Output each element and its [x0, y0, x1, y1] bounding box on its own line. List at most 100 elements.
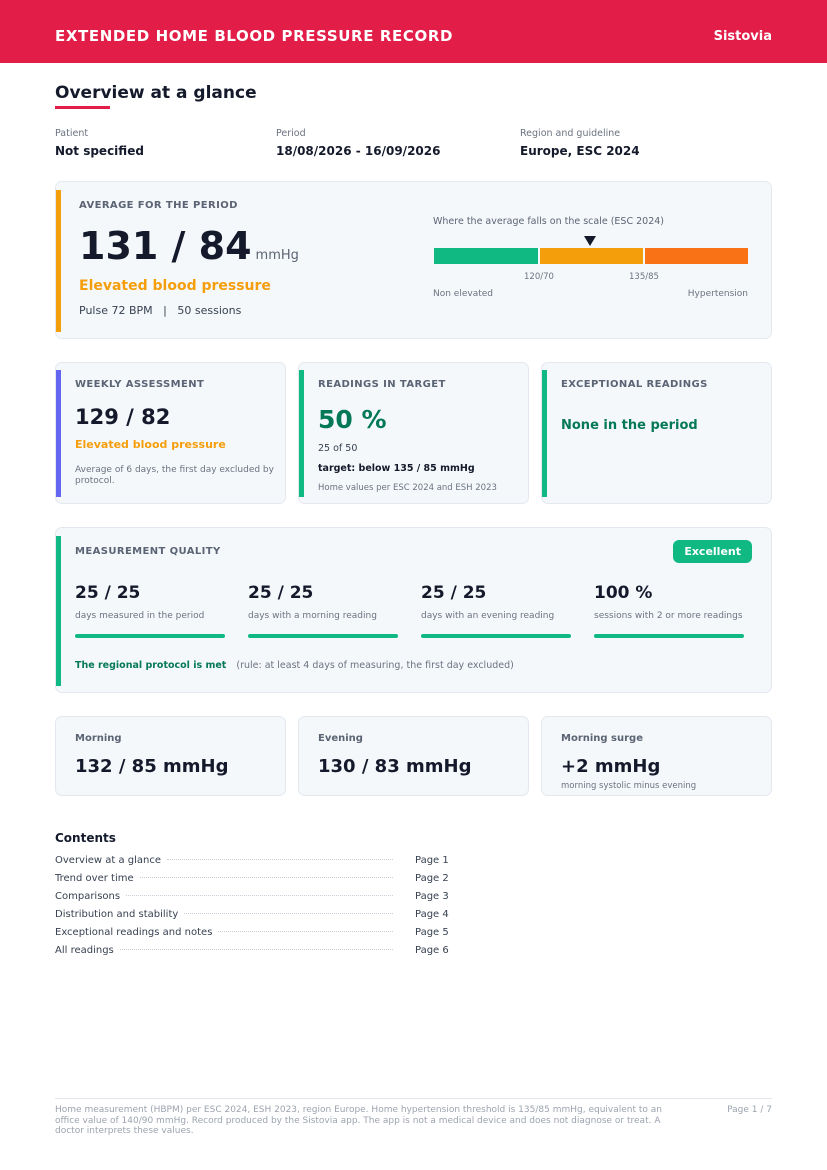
quality-metric-sessions: 100 % sessions with 2 or more readings [594, 583, 744, 621]
contents-item-label: Comparisons [55, 891, 121, 902]
quality-accent [56, 536, 61, 686]
meta-region: Region and guideline Europe, ESC 2024 [520, 128, 640, 158]
section-underline [55, 106, 110, 109]
protocol-ok: The regional protocol is met [75, 660, 227, 671]
target-caption: READINGS IN TARGET [318, 379, 446, 390]
weekly-note: Average of 6 days, the first day exclude… [75, 465, 274, 486]
metric-progress-bar [75, 634, 225, 638]
morning-value: 132 / 85 mmHg [75, 756, 229, 777]
metric-progress-bar [248, 634, 398, 638]
footer-disclaimer: Home measurement (HBPM) per ESC 2024, ES… [55, 1105, 662, 1136]
contents-item-page: Page 1 [415, 855, 449, 866]
average-unit: mmHg [255, 248, 299, 263]
quality-card: MEASUREMENT QUALITY Excellent 25 / 25 da… [55, 527, 772, 693]
target-note: Home values per ESC 2024 and ESH 2023 [318, 483, 497, 493]
weekly-caption: WEEKLY ASSESSMENT [75, 379, 205, 390]
patient-value: Not specified [55, 144, 144, 158]
metric-label: sessions with 2 or more readings [594, 611, 743, 621]
footer-divider [55, 1098, 772, 1099]
contents-item-page: Page 2 [415, 873, 449, 884]
metric-label: days with a morning reading [248, 611, 377, 621]
contents-item-label: Overview at a glance [55, 855, 162, 866]
scale-label-left: Non elevated [433, 289, 493, 299]
quality-caption: MEASUREMENT QUALITY [75, 546, 221, 557]
brand-name: Sistovia [713, 29, 772, 44]
scale-label-right: Hypertension [687, 289, 748, 299]
report-header: EXTENDED HOME BLOOD PRESSURE RECORD Sist… [0, 0, 827, 63]
contents-item-page: Page 6 [415, 945, 449, 956]
meta-patient: Patient Not specified [55, 128, 144, 158]
scale-caption: Where the average falls on the scale (ES… [433, 216, 664, 227]
region-label: Region and guideline [520, 128, 621, 139]
weekly-status: Elevated blood pressure [75, 438, 226, 451]
contents-item[interactable]: Trend over time Page 2 [55, 873, 449, 891]
metric-value: 100 % [594, 583, 653, 603]
evening-card: Evening 130 / 83 mmHg [298, 716, 529, 796]
contents-title: Contents [55, 831, 116, 845]
region-value: Europe, ESC 2024 [520, 144, 640, 158]
target-accent [299, 370, 304, 497]
average-bp: 131 / 84 [79, 224, 252, 268]
exceptional-caption: EXCEPTIONAL READINGS [561, 379, 708, 390]
leader-dots [167, 859, 393, 860]
scale-segment-hypertension [645, 248, 748, 264]
leader-dots [119, 949, 393, 950]
evening-value: 130 / 83 mmHg [318, 756, 472, 777]
contents-item-label: Distribution and stability [55, 909, 179, 920]
metric-value: 25 / 25 [75, 583, 141, 603]
sessions-text: 50 sessions [177, 304, 242, 317]
scale-marker-icon [584, 236, 596, 246]
section-title: Overview at a glance [55, 83, 257, 103]
leader-dots [218, 931, 393, 932]
scale-segment-elevated [540, 248, 643, 264]
quality-metric-days: 25 / 25 days measured in the period [75, 583, 225, 621]
exceptional-card: EXCEPTIONAL READINGS None in the period [541, 362, 772, 504]
footer-page-number: Page 1 / 7 [727, 1105, 772, 1115]
surge-caption: Morning surge [561, 733, 644, 744]
contents-item[interactable]: Overview at a glance Page 1 [55, 855, 449, 873]
scale-tick-120-70: 120/70 [524, 272, 554, 282]
contents-item-page: Page 3 [415, 891, 449, 902]
contents-list: Overview at a glance Page 1 Trend over ti… [55, 855, 449, 963]
average-status: Elevated blood pressure [79, 278, 271, 294]
average-card: AVERAGE FOR THE PERIOD 131 / 84 mmHg Elev… [55, 181, 772, 339]
morning-card: Morning 132 / 85 mmHg [55, 716, 286, 796]
protocol-rule: (rule: at least 4 days of measuring, the… [236, 660, 514, 671]
leader-dots [139, 877, 393, 878]
contents-item[interactable]: All readings Page 6 [55, 945, 449, 963]
scale-segment-normal [434, 248, 538, 264]
protocol-line: The regional protocol is met (rule: at l… [75, 660, 514, 671]
surge-value: +2 mmHg [561, 756, 661, 777]
weekly-card: WEEKLY ASSESSMENT 129 / 82 Elevated bloo… [55, 362, 286, 504]
target-threshold: target: below 135 / 85 mmHg [318, 463, 475, 474]
exceptional-value: None in the period [561, 418, 698, 433]
average-caption: AVERAGE FOR THE PERIOD [79, 200, 238, 211]
contents-item-page: Page 4 [415, 909, 449, 920]
metric-value: 25 / 25 [248, 583, 314, 603]
average-accent [56, 190, 61, 332]
pulse-text: Pulse 72 BPM [79, 304, 153, 317]
contents-item-label: All readings [55, 945, 114, 956]
surge-note: morning systolic minus evening [561, 781, 697, 791]
separator: | [163, 304, 167, 317]
metric-progress-bar [421, 634, 571, 638]
target-card: READINGS IN TARGET 50 % 25 of 50 target:… [298, 362, 529, 504]
report-title: EXTENDED HOME BLOOD PRESSURE RECORD [55, 27, 454, 45]
morning-caption: Morning [75, 733, 122, 744]
contents-item[interactable]: Comparisons Page 3 [55, 891, 449, 909]
contents-item[interactable]: Distribution and stability Page 4 [55, 909, 449, 927]
contents-item[interactable]: Exceptional readings and notes Page 5 [55, 927, 449, 945]
metric-progress-bar [594, 634, 744, 638]
scale-tick-135-85: 135/85 [629, 272, 659, 282]
quality-metric-morning: 25 / 25 days with a morning reading [248, 583, 398, 621]
period-value: 18/08/2026 - 16/09/2026 [276, 144, 441, 158]
leader-dots [126, 895, 393, 896]
quality-metric-evening: 25 / 25 days with an evening reading [421, 583, 571, 621]
exceptional-accent [542, 370, 547, 497]
leader-dots [184, 913, 393, 914]
period-label: Period [276, 128, 306, 139]
target-value: 50 % [318, 405, 387, 434]
contents-item-label: Exceptional readings and notes [55, 927, 213, 938]
weekly-value: 129 / 82 [75, 405, 171, 429]
meta-period: Period 18/08/2026 - 16/09/2026 [276, 128, 440, 158]
